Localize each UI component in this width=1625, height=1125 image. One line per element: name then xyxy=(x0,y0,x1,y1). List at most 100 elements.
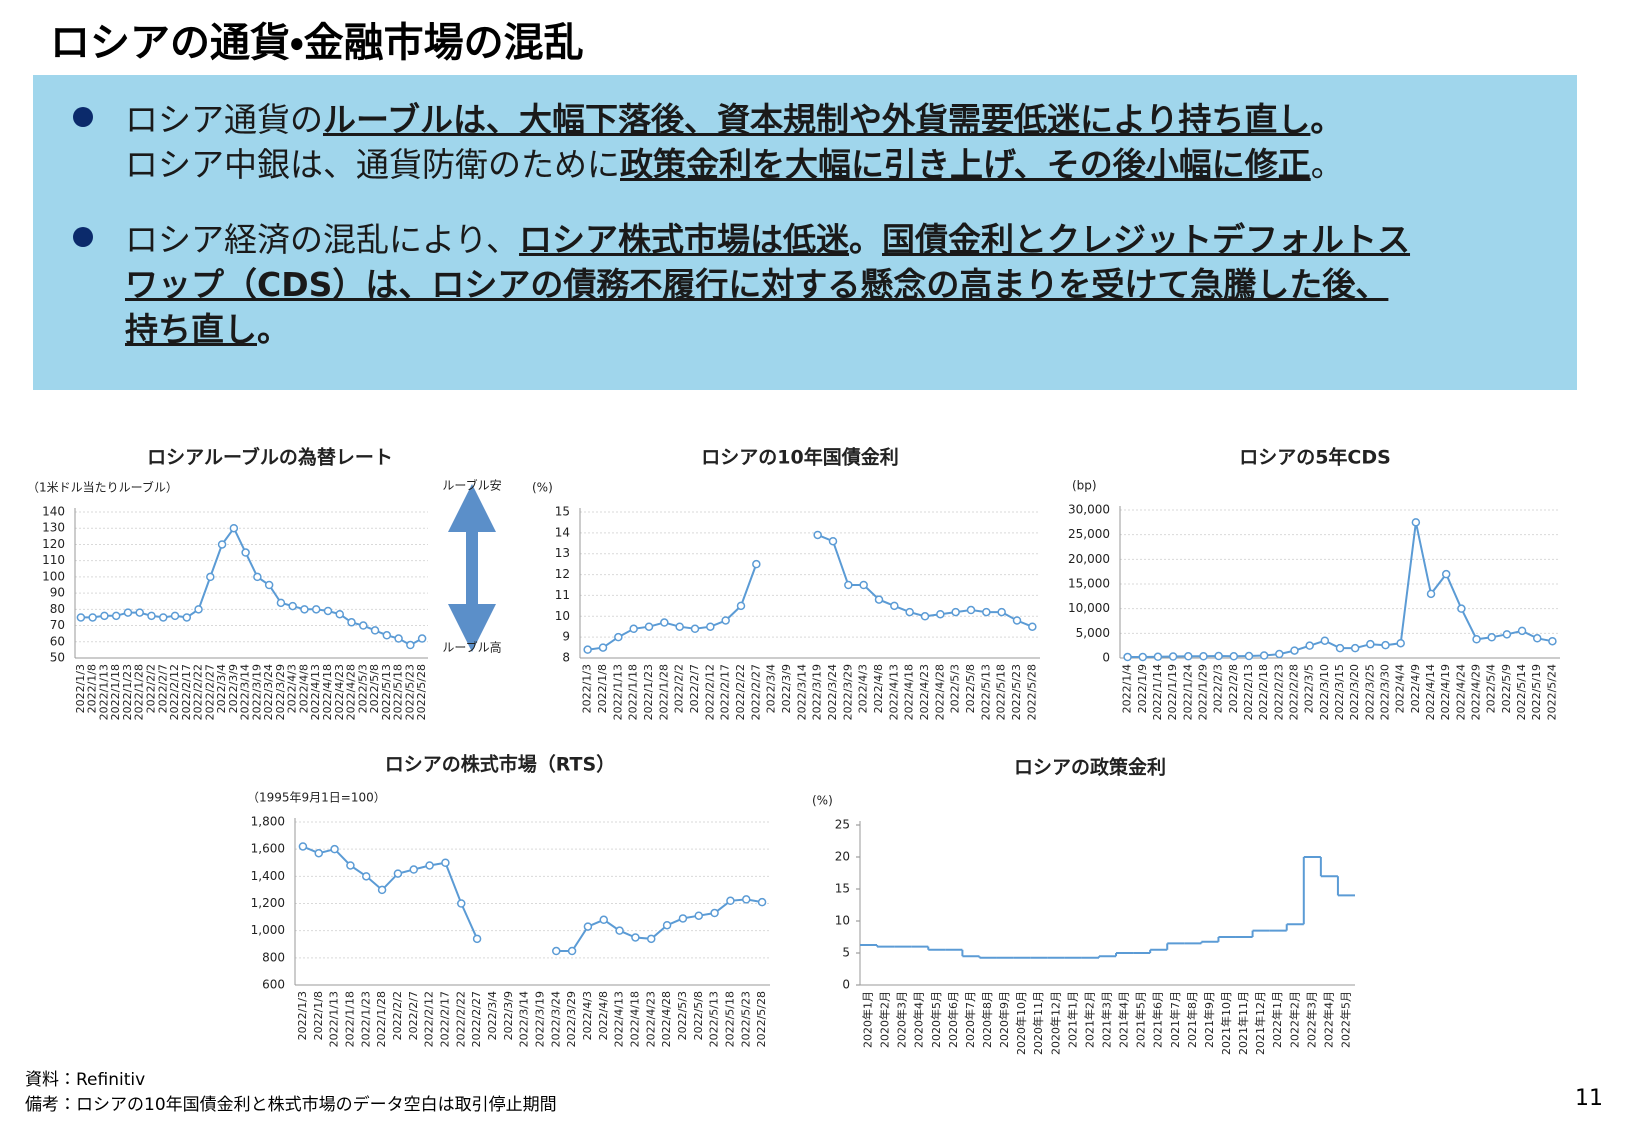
data-point xyxy=(757,897,767,907)
x-tick-label: 2022/4/23 xyxy=(333,664,346,720)
data-point xyxy=(76,613,86,622)
data-point xyxy=(253,572,262,582)
data-point xyxy=(241,548,250,557)
x-tick-label: 2022/3/29 xyxy=(841,664,854,720)
text-segment: ワップ（CDS）は、ロシアの債務不履行に対する懸念の高まりを受けて急騰した後、 xyxy=(125,265,1389,304)
x-tick-label: 2020年12月 xyxy=(1048,991,1062,1055)
x-tick-label: 2022/1/28 xyxy=(657,664,670,720)
x-tick-label: 2022/4/18 xyxy=(628,991,641,1047)
data-point xyxy=(1366,639,1375,649)
y-tick-label: 130 xyxy=(42,521,65,535)
data-point xyxy=(742,895,751,904)
data-point xyxy=(311,605,321,614)
page-number: 11 xyxy=(1575,1086,1603,1111)
x-tick-label: 2022/2/12 xyxy=(168,664,181,720)
data-point xyxy=(217,540,227,549)
y-tick-label: 800 xyxy=(262,950,285,964)
x-tick-label: 2022/2/17 xyxy=(438,991,451,1047)
data-point xyxy=(1426,589,1436,599)
text-segment: ルーブルは、大幅下落後、資本規制や外貨需要低迷により持ち直し xyxy=(323,100,1311,139)
x-tick-label: 2022/3/9 xyxy=(780,664,793,713)
data-point xyxy=(1012,616,1022,625)
y-tick-label: 10 xyxy=(555,609,570,623)
data-point xyxy=(874,595,884,604)
data-point xyxy=(721,616,730,625)
data-point xyxy=(1350,643,1360,653)
x-tick-label: 2020年9月 xyxy=(997,991,1011,1048)
x-tick-label: 2022/3/10 xyxy=(1318,664,1331,720)
x-tick-label: 2022/2/3 xyxy=(1212,664,1225,713)
x-tick-label: 2022年1月 xyxy=(1270,991,1284,1048)
data-point xyxy=(997,607,1006,617)
bullet-line: ワップ（CDS）は、ロシアの債務不履行に対する懸念の高まりを受けて急騰した後、 xyxy=(125,258,1388,306)
y-tick-label: 1,200 xyxy=(251,896,285,910)
x-tick-label: 2022/2/22 xyxy=(192,664,205,720)
data-point xyxy=(694,911,703,920)
x-tick-label: 2022/3/19 xyxy=(250,664,263,720)
x-tick-label: 2022/4/13 xyxy=(309,664,322,720)
x-tick-label: 2022/3/4 xyxy=(486,991,499,1040)
x-tick-label: 2022/4/8 xyxy=(872,664,885,713)
x-tick-label: 2022/2/8 xyxy=(1227,664,1240,713)
text-segment: 持ち直し xyxy=(125,310,257,349)
data-point xyxy=(1517,626,1527,636)
y-tick-label: 5 xyxy=(842,946,850,960)
data-point xyxy=(1168,652,1178,661)
data-point xyxy=(394,634,403,643)
x-tick-label: 2022/2/17 xyxy=(719,664,732,720)
bullet-dot xyxy=(73,227,93,247)
data-point xyxy=(710,908,719,918)
y-tick-label: 15,000 xyxy=(1068,577,1110,591)
data-point xyxy=(1305,641,1314,650)
x-tick-label: 2022/3/29 xyxy=(274,664,287,720)
x-tick-label: 2022/4/13 xyxy=(887,664,900,720)
x-tick-label: 2021年7月 xyxy=(1168,991,1182,1048)
y-tick-label: 100 xyxy=(42,569,65,583)
data-point xyxy=(678,914,688,923)
y-tick-label: 30,000 xyxy=(1068,503,1110,517)
chart-title: ロシアルーブルの為替レート xyxy=(147,446,393,469)
x-tick-label: 2022/4/3 xyxy=(286,664,299,713)
x-tick-label: 2022/4/24 xyxy=(1454,664,1467,720)
data-point xyxy=(1487,633,1496,642)
y-tick-label: 13 xyxy=(555,546,570,560)
data-point xyxy=(890,601,899,611)
bullet-line: ロシア通貨のルーブルは、大幅下落後、資本規制や外貨需要低迷により持ち直し。 xyxy=(125,93,1343,141)
x-tick-label: 2020年2月 xyxy=(878,991,892,1048)
x-tick-label: 2022/4/3 xyxy=(857,664,870,713)
annotation: ルーブル高 xyxy=(442,640,501,655)
data-point xyxy=(614,632,623,642)
x-tick-label: 2022/2/12 xyxy=(703,664,716,720)
data-point xyxy=(1259,651,1269,660)
y-tick-label: 80 xyxy=(50,602,65,616)
x-tick-label: 2022/1/14 xyxy=(1151,664,1164,720)
y-tick-label: 20 xyxy=(835,850,850,864)
y-tick-label: 8 xyxy=(562,651,570,665)
x-tick-label: 2022/1/3 xyxy=(296,991,309,1040)
data-point xyxy=(194,605,203,614)
data-point xyxy=(288,601,297,611)
text-segment: 。 xyxy=(1310,145,1344,184)
x-tick-label: 2022/3/4 xyxy=(215,664,228,713)
x-tick-label: 2022/3/24 xyxy=(549,991,562,1047)
axis-unit: （1米ドル当たりルーブル） xyxy=(27,480,178,495)
data-point xyxy=(1275,649,1284,659)
x-tick-label: 2022/1/23 xyxy=(642,664,655,720)
x-tick-label: 2022/2/27 xyxy=(749,664,762,720)
x-tick-label: 2022/4/18 xyxy=(321,664,334,720)
axis-unit: (bp) xyxy=(1072,479,1097,493)
x-tick-label: 2021年10月 xyxy=(1219,991,1233,1055)
data-point xyxy=(726,896,735,906)
text-segment: 政策金利を大幅に引き上げ、その後小幅に修正 xyxy=(620,145,1311,184)
x-tick-label: 2022/1/13 xyxy=(328,991,341,1047)
data-line xyxy=(80,526,423,647)
x-tick-label: 2022/3/25 xyxy=(1363,664,1376,720)
x-tick-label: 2022/1/8 xyxy=(86,664,99,713)
x-tick-label: 2022/5/28 xyxy=(1025,664,1038,720)
x-tick-label: 2022/4/4 xyxy=(1394,664,1407,713)
data-point xyxy=(598,643,608,652)
x-tick-label: 2022/5/28 xyxy=(755,991,768,1047)
y-tick-label: 1,000 xyxy=(251,923,285,937)
x-tick-label: 2020年3月 xyxy=(895,991,909,1048)
data-point xyxy=(330,844,339,854)
